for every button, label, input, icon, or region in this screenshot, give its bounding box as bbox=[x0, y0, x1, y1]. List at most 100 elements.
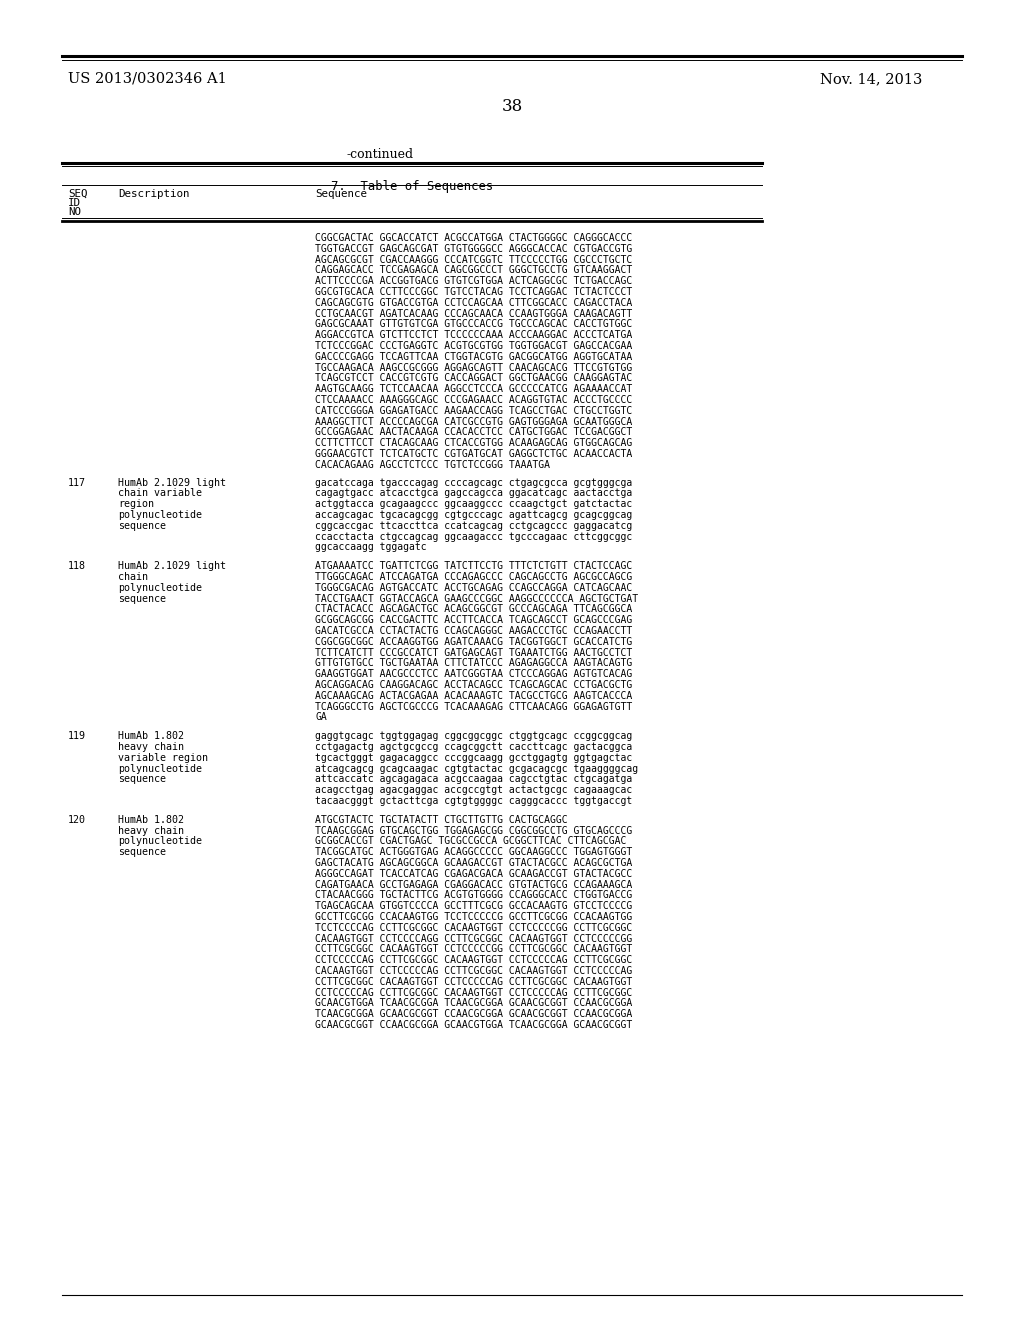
Text: tgcactgggt gagacaggcc cccggcaagg gcctggagtg ggtgagctac: tgcactgggt gagacaggcc cccggcaagg gcctgga… bbox=[315, 752, 632, 763]
Text: GAAGGTGGAT AACGCCCTCC AATCGGGTAA CTCCCAGGAG AGTGTCACAG: GAAGGTGGAT AACGCCCTCC AATCGGGTAA CTCCCAG… bbox=[315, 669, 632, 680]
Text: ACTTCCCCGA ACCGGTGACG GTGTCGTGGA ACTCAGGCGC TCTGACCAGC: ACTTCCCCGA ACCGGTGACG GTGTCGTGGA ACTCAGG… bbox=[315, 276, 632, 286]
Text: ATGCGTACTC TGCTATACTT CTGCTTGTTG CACTGCAGGC: ATGCGTACTC TGCTATACTT CTGCTTGTTG CACTGCA… bbox=[315, 814, 567, 825]
Text: CAGGAGCACC TCCGAGAGCA CAGCGGCCCT GGGCTGCCTG GTCAAGGACT: CAGGAGCACC TCCGAGAGCA CAGCGGCCCT GGGCTGC… bbox=[315, 265, 632, 276]
Text: GA: GA bbox=[315, 713, 327, 722]
Text: TCAGCGTCCT CACCGTCGTG CACCAGGACT GGCTGAACGG CAAGGAGTAC: TCAGCGTCCT CACCGTCGTG CACCAGGACT GGCTGAA… bbox=[315, 374, 632, 383]
Text: CCTCCCCCAG CCTTCGCGGC CACAAGTGGT CCTCCCCCAG CCTTCGCGGC: CCTCCCCCAG CCTTCGCGGC CACAAGTGGT CCTCCCC… bbox=[315, 987, 632, 998]
Text: polynucleotide: polynucleotide bbox=[118, 763, 202, 774]
Text: TACGGCATGC ACTGGGTGAG ACAGGCCCCC GGCAAGGCCC TGGAGTGGGT: TACGGCATGC ACTGGGTGAG ACAGGCCCCC GGCAAGG… bbox=[315, 847, 632, 857]
Text: Description: Description bbox=[118, 189, 189, 199]
Text: TCAACGCGGA GCAACGCGGT CCAACGCGGA GCAACGCGGT CCAACGCGGA: TCAACGCGGA GCAACGCGGT CCAACGCGGA GCAACGC… bbox=[315, 1010, 632, 1019]
Text: cggcaccgac ttcaccttca ccatcagcag cctgcagccc gaggacatcg: cggcaccgac ttcaccttca ccatcagcag cctgcag… bbox=[315, 521, 632, 531]
Text: 118: 118 bbox=[68, 561, 86, 572]
Text: heavy chain: heavy chain bbox=[118, 825, 184, 836]
Text: TCAGGGCCTG AGCTCGCCCG TCACAAAGAG CTTCAACAGG GGAGAGTGTT: TCAGGGCCTG AGCTCGCCCG TCACAAAGAG CTTCAAC… bbox=[315, 702, 632, 711]
Text: CCTTCGCGGC CACAAGTGGT CCTCCCCCGG CCTTCGCGGC CACAAGTGGT: CCTTCGCGGC CACAAGTGGT CCTCCCCCGG CCTTCGC… bbox=[315, 944, 632, 954]
Text: cctgagactg agctgcgccg ccagcggctt caccttcagc gactacggca: cctgagactg agctgcgccg ccagcggctt caccttc… bbox=[315, 742, 632, 752]
Text: 120: 120 bbox=[68, 814, 86, 825]
Text: HumAb 2.1029 light: HumAb 2.1029 light bbox=[118, 478, 226, 487]
Text: CACAAGTGGT CCTCCCCAGG CCTTCGCGGC CACAAGTGGT CCTCCCCCGG: CACAAGTGGT CCTCCCCAGG CCTTCGCGGC CACAAGT… bbox=[315, 933, 632, 944]
Text: CTACAACGGG TGCTACTTCG ACGTGTGGGG CCAGGGCACC CTGGTGACCG: CTACAACGGG TGCTACTTCG ACGTGTGGGG CCAGGGC… bbox=[315, 891, 632, 900]
Text: ggcaccaagg tggagatc: ggcaccaagg tggagatc bbox=[315, 543, 427, 552]
Text: CTCCAAAACC AAAGGGCAGC CCCGAGAACC ACAGGTGTAC ACCCTGCCCC: CTCCAAAACC AAAGGGCAGC CCCGAGAACC ACAGGTG… bbox=[315, 395, 632, 405]
Text: AGGACCGTCA GTCTTCCTCT TCCCCCCAAA ACCCAAGGAC ACCCTCATGA: AGGACCGTCA GTCTTCCTCT TCCCCCCAAA ACCCAAG… bbox=[315, 330, 632, 341]
Text: GCAACGTGGA TCAACGCGGA TCAACGCGGA GCAACGCGGT CCAACGCGGA: GCAACGTGGA TCAACGCGGA TCAACGCGGA GCAACGC… bbox=[315, 998, 632, 1008]
Text: TCTTCATCTT CCCGCCATCT GATGAGCAGT TGAAATCTGG AACTGCCTCT: TCTTCATCTT CCCGCCATCT GATGAGCAGT TGAAATC… bbox=[315, 648, 632, 657]
Text: GGGAACGTCT TCTCATGCTC CGTGATGCAT GAGGCTCTGC ACAACCACTA: GGGAACGTCT TCTCATGCTC CGTGATGCAT GAGGCTC… bbox=[315, 449, 632, 459]
Text: TGAGCAGCAA GTGGTCCCCA GCCTTTCGCG GCCACAAGTG GTCCTCCCCG: TGAGCAGCAA GTGGTCCCCA GCCTTTCGCG GCCACAA… bbox=[315, 902, 632, 911]
Text: CCTCCCCCAG CCTTCGCGGC CACAAGTGGT CCTCCCCCAG CCTTCGCGGC: CCTCCCCCAG CCTTCGCGGC CACAAGTGGT CCTCCCC… bbox=[315, 956, 632, 965]
Text: 119: 119 bbox=[68, 731, 86, 742]
Text: CGGCGACTAC GGCACCATCT ACGCCATGGA CTACTGGGGC CAGGGCACCC: CGGCGACTAC GGCACCATCT ACGCCATGGA CTACTGG… bbox=[315, 234, 632, 243]
Text: GCCGGAGAAC AACTACAAGA CCACACCTCC CATGCTGGAC TCCGACGGCT: GCCGGAGAAC AACTACAAGA CCACACCTCC CATGCTG… bbox=[315, 428, 632, 437]
Text: CAGATGAACA GCCTGAGAGA CGAGGACACC GTGTACTGCG CCAGAAAGCA: CAGATGAACA GCCTGAGAGA CGAGGACACC GTGTACT… bbox=[315, 879, 632, 890]
Text: TGCCAAGACA AAGCCGCGGG AGGAGCAGTT CAACAGCACG TTCCGTGTGG: TGCCAAGACA AAGCCGCGGG AGGAGCAGTT CAACAGC… bbox=[315, 363, 632, 372]
Text: 7.  Table of Sequences: 7. Table of Sequences bbox=[331, 180, 494, 193]
Text: TACCTGAACT GGTACCAGCA GAAGCCCGGC AAGGCCCCCCA AGCTGCTGAT: TACCTGAACT GGTACCAGCA GAAGCCCGGC AAGGCCC… bbox=[315, 594, 638, 603]
Text: 117: 117 bbox=[68, 478, 86, 487]
Text: GAGCTACATG AGCAGCGGCA GCAAGACCGT GTACTACGCC ACAGCGCTGA: GAGCTACATG AGCAGCGGCA GCAAGACCGT GTACTAC… bbox=[315, 858, 632, 869]
Text: NO: NO bbox=[68, 207, 81, 216]
Text: AAAGGCTTCT ACCCCAGCGA CATCGCCGTG GAGTGGGAGA GCAATGGGCA: AAAGGCTTCT ACCCCAGCGA CATCGCCGTG GAGTGGG… bbox=[315, 417, 632, 426]
Text: ccacctacta ctgccagcag ggcaagaccc tgcccagaac cttcggcggc: ccacctacta ctgccagcag ggcaagaccc tgcccag… bbox=[315, 532, 632, 541]
Text: TTGGGCAGAC ATCCAGATGA CCCAGAGCCC CAGCAGCCTG AGCGCCAGCG: TTGGGCAGAC ATCCAGATGA CCCAGAGCCC CAGCAGC… bbox=[315, 572, 632, 582]
Text: variable region: variable region bbox=[118, 752, 208, 763]
Text: ATGAAAATCC TGATTCTCGG TATCTTCCTG TTTCTCTGTT CTACTCCAGC: ATGAAAATCC TGATTCTCGG TATCTTCCTG TTTCTCT… bbox=[315, 561, 632, 572]
Text: sequence: sequence bbox=[118, 594, 166, 603]
Text: AAGTGCAAGG TCTCCAACAA AGGCCTCCCA GCCCCCATCG AGAAAACCAT: AAGTGCAAGG TCTCCAACAA AGGCCTCCCA GCCCCCA… bbox=[315, 384, 632, 395]
Text: CTACTACACC AGCAGACTGC ACAGCGGCGT GCCCAGCAGA TTCAGCGGCA: CTACTACACC AGCAGACTGC ACAGCGGCGT GCCCAGC… bbox=[315, 605, 632, 614]
Text: CCTTCGCGGC CACAAGTGGT CCTCCCCCAG CCTTCGCGGC CACAAGTGGT: CCTTCGCGGC CACAAGTGGT CCTCCCCCAG CCTTCGC… bbox=[315, 977, 632, 987]
Text: Sequence: Sequence bbox=[315, 189, 367, 199]
Text: heavy chain: heavy chain bbox=[118, 742, 184, 752]
Text: HumAb 1.802: HumAb 1.802 bbox=[118, 814, 184, 825]
Text: acagcctgag agacgaggac accgccgtgt actactgcgc cagaaagcac: acagcctgag agacgaggac accgccgtgt actactg… bbox=[315, 785, 632, 795]
Text: ID: ID bbox=[68, 198, 81, 209]
Text: sequence: sequence bbox=[118, 775, 166, 784]
Text: cagagtgacc atcacctgca gagccagcca ggacatcagc aactacctga: cagagtgacc atcacctgca gagccagcca ggacatc… bbox=[315, 488, 632, 499]
Text: polynucleotide: polynucleotide bbox=[118, 510, 202, 520]
Text: atcagcagcg gcagcaagac cgtgtactac gcgacagcgc tgaaggggcag: atcagcagcg gcagcaagac cgtgtactac gcgacag… bbox=[315, 763, 638, 774]
Text: TCTCCCGGAC CCCTGAGGTC ACGTGCGTGG TGGTGGACGT GAGCCACGAA: TCTCCCGGAC CCCTGAGGTC ACGTGCGTGG TGGTGGA… bbox=[315, 341, 632, 351]
Text: GGCGTGCACA CCTTCCCGGC TGTCCTACAG TCCTCAGGAC TCTACTCCCT: GGCGTGCACA CCTTCCCGGC TGTCCTACAG TCCTCAG… bbox=[315, 286, 632, 297]
Text: chain: chain bbox=[118, 572, 148, 582]
Text: GCCTTCGCGG CCACAAGTGG TCCTCCCCCG GCCTTCGCGG CCACAAGTGG: GCCTTCGCGG CCACAAGTGG TCCTCCCCCG GCCTTCG… bbox=[315, 912, 632, 921]
Text: GCGGCACCGT CGACTGAGC TGCGCCGCCA GCGGCTTCAC CTTCAGCGAC: GCGGCACCGT CGACTGAGC TGCGCCGCCA GCGGCTTC… bbox=[315, 837, 627, 846]
Text: GTTGTGTGCC TGCTGAATAA CTTCTATCCC AGAGAGGCCA AAGTACAGTG: GTTGTGTGCC TGCTGAATAA CTTCTATCCC AGAGAGG… bbox=[315, 659, 632, 668]
Text: GCGGCAGCGG CACCGACTTC ACCTTCACCA TCAGCAGCCT GCAGCCCGAG: GCGGCAGCGG CACCGACTTC ACCTTCACCA TCAGCAG… bbox=[315, 615, 632, 626]
Text: accagcagac tgcacagcgg cgtgcccagc agattcagcg gcagcggcag: accagcagac tgcacagcgg cgtgcccagc agattca… bbox=[315, 510, 632, 520]
Text: GACATCGCCA CCTACTACTG CCAGCAGGGC AAGACCCTGC CCAGAACCTT: GACATCGCCA CCTACTACTG CCAGCAGGGC AAGACCC… bbox=[315, 626, 632, 636]
Text: AGCAGCGCGT CGACCAAGGG CCCATCGGTC TTCCCCCTGG CGCCCTGCTC: AGCAGCGCGT CGACCAAGGG CCCATCGGTC TTCCCCC… bbox=[315, 255, 632, 264]
Text: CAGCAGCGTG GTGACCGTGA CCTCCAGCAA CTTCGGCACC CAGACCTACA: CAGCAGCGTG GTGACCGTGA CCTCCAGCAA CTTCGGC… bbox=[315, 298, 632, 308]
Text: CGGCGGCGGC ACCAAGGTGG AGATCAAACG TACGGTGGCT GCACCATCTG: CGGCGGCGGC ACCAAGGTGG AGATCAAACG TACGGTG… bbox=[315, 636, 632, 647]
Text: SEQ: SEQ bbox=[68, 189, 87, 199]
Text: gacatccaga tgacccagag ccccagcagc ctgagcgcca gcgtgggcga: gacatccaga tgacccagag ccccagcagc ctgagcg… bbox=[315, 478, 632, 487]
Text: Nov. 14, 2013: Nov. 14, 2013 bbox=[820, 73, 923, 86]
Text: sequence: sequence bbox=[118, 847, 166, 857]
Text: CCTGCAACGT AGATCACAAG CCCAGCAACA CCAAGTGGGA CAAGACAGTT: CCTGCAACGT AGATCACAAG CCCAGCAACA CCAAGTG… bbox=[315, 309, 632, 318]
Text: polynucleotide: polynucleotide bbox=[118, 837, 202, 846]
Text: AGCAAAGCAG ACTACGAGAA ACACAAAGTC TACGCCTGCG AAGTCACCCA: AGCAAAGCAG ACTACGAGAA ACACAAAGTC TACGCCT… bbox=[315, 690, 632, 701]
Text: TCCTCCCCAG CCTTCGCGGC CACAAGTGGT CCTCCCCCGG CCTTCGCGGC: TCCTCCCCAG CCTTCGCGGC CACAAGTGGT CCTCCCC… bbox=[315, 923, 632, 933]
Text: AGGGCCAGAT TCACCATCAG CGAGACGACA GCAAGACCGT GTACTACGCC: AGGGCCAGAT TCACCATCAG CGAGACGACA GCAAGAC… bbox=[315, 869, 632, 879]
Text: tacaacgggt gctacttcga cgtgtggggc cagggcaccc tggtgaccgt: tacaacgggt gctacttcga cgtgtggggc cagggca… bbox=[315, 796, 632, 807]
Text: AGCAGGACAG CAAGGACAGC ACCTACAGCC TCAGCAGCAC CCTGACGCTG: AGCAGGACAG CAAGGACAGC ACCTACAGCC TCAGCAG… bbox=[315, 680, 632, 690]
Text: TGGTGACCGT GAGCAGCGAT GTGTGGGGCC AGGGCACCAC CGTGACCGTG: TGGTGACCGT GAGCAGCGAT GTGTGGGGCC AGGGCAC… bbox=[315, 244, 632, 253]
Text: -continued: -continued bbox=[346, 148, 414, 161]
Text: HumAb 2.1029 light: HumAb 2.1029 light bbox=[118, 561, 226, 572]
Text: CATCCCGGGA GGAGATGACC AAGAACCAGG TCAGCCTGAC CTGCCTGGTC: CATCCCGGGA GGAGATGACC AAGAACCAGG TCAGCCT… bbox=[315, 405, 632, 416]
Text: actggtacca gcagaagccc ggcaaggccc ccaagctgct gatctactac: actggtacca gcagaagccc ggcaaggccc ccaagct… bbox=[315, 499, 632, 510]
Text: region: region bbox=[118, 499, 154, 510]
Text: TGGGCGACAG AGTGACCATC ACCTGCAGAG CCAGCCAGGA CATCAGCAAC: TGGGCGACAG AGTGACCATC ACCTGCAGAG CCAGCCA… bbox=[315, 583, 632, 593]
Text: CACACAGAAG AGCCTCTCCC TGTCTCCGGG TAAATGA: CACACAGAAG AGCCTCTCCC TGTCTCCGGG TAAATGA bbox=[315, 459, 550, 470]
Text: sequence: sequence bbox=[118, 521, 166, 531]
Text: GACCCCGAGG TCCAGTTCAA CTGGTACGTG GACGGCATGG AGGTGCATAA: GACCCCGAGG TCCAGTTCAA CTGGTACGTG GACGGCA… bbox=[315, 352, 632, 362]
Text: polynucleotide: polynucleotide bbox=[118, 583, 202, 593]
Text: CCTTCTTCCT CTACAGCAAG CTCACCGTGG ACAAGAGCAG GTGGCAGCAG: CCTTCTTCCT CTACAGCAAG CTCACCGTGG ACAAGAG… bbox=[315, 438, 632, 449]
Text: TCAAGCGGAG GTGCAGCTGG TGGAGAGCGG CGGCGGCCTG GTGCAGCCCG: TCAAGCGGAG GTGCAGCTGG TGGAGAGCGG CGGCGGC… bbox=[315, 825, 632, 836]
Text: chain variable: chain variable bbox=[118, 488, 202, 499]
Text: attcaccatc agcagagaca acgccaagaa cagcctgtac ctgcagatga: attcaccatc agcagagaca acgccaagaa cagcctg… bbox=[315, 775, 632, 784]
Text: GCAACGCGGT CCAACGCGGA GCAACGTGGA TCAACGCGGA GCAACGCGGT: GCAACGCGGT CCAACGCGGA GCAACGTGGA TCAACGC… bbox=[315, 1020, 632, 1030]
Text: 38: 38 bbox=[502, 98, 522, 115]
Text: CACAAGTGGT CCTCCCCCAG CCTTCGCGGC CACAAGTGGT CCTCCCCCAG: CACAAGTGGT CCTCCCCCAG CCTTCGCGGC CACAAGT… bbox=[315, 966, 632, 975]
Text: US 2013/0302346 A1: US 2013/0302346 A1 bbox=[68, 73, 226, 86]
